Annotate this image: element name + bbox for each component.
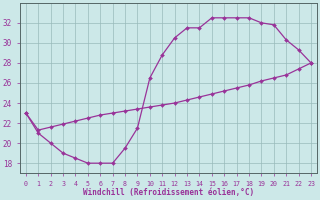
X-axis label: Windchill (Refroidissement éolien,°C): Windchill (Refroidissement éolien,°C) [83, 188, 254, 197]
